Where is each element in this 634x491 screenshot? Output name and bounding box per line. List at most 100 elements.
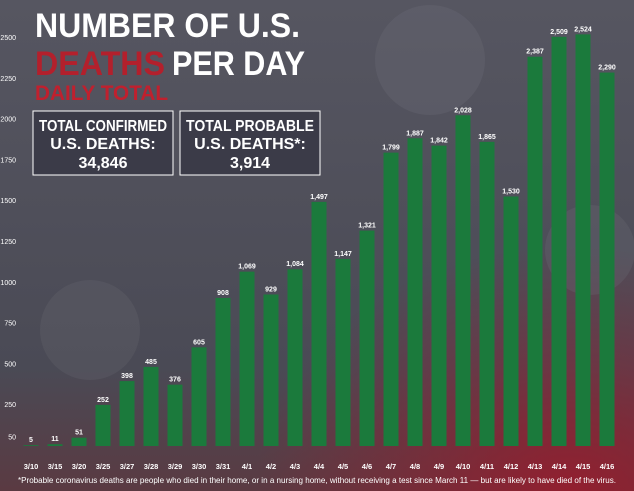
x-tick-label: 4/16 <box>600 462 615 471</box>
stat-label: TOTAL PROBABLE <box>186 118 314 135</box>
bar <box>71 437 87 446</box>
value-label: 2,387 <box>526 49 544 56</box>
y-tick-label: 2250 <box>0 76 16 83</box>
y-tick-label: 250 <box>4 402 16 409</box>
bar <box>191 347 207 446</box>
x-tick-label: 4/1 <box>242 462 252 471</box>
y-tick-label: 1250 <box>0 239 16 246</box>
bar <box>359 230 375 446</box>
value-label: 1,887 <box>406 130 424 137</box>
title-highlight: DEATHS <box>35 45 165 83</box>
x-tick-label: 3/25 <box>96 462 111 471</box>
bar <box>551 36 567 447</box>
x-tick-label: 3/28 <box>144 462 159 471</box>
value-label: 1,321 <box>358 223 376 230</box>
bar <box>167 384 183 446</box>
value-label: 398 <box>121 373 133 380</box>
x-tick-label: 4/7 <box>386 462 396 471</box>
value-label: 1,865 <box>478 134 496 141</box>
value-label: 908 <box>217 290 229 297</box>
x-tick-label: 4/14 <box>552 462 567 471</box>
value-label: 485 <box>145 359 157 366</box>
y-tick-label: 2500 <box>0 35 16 42</box>
bar <box>599 72 615 447</box>
bar <box>575 34 591 446</box>
bar <box>119 381 135 446</box>
bar <box>95 404 111 446</box>
value-label: 5 <box>29 437 33 444</box>
value-label: 51 <box>75 430 83 437</box>
value-label: 1,497 <box>310 194 328 201</box>
y-tick-label: 1000 <box>0 280 16 287</box>
y-tick-label: 1500 <box>0 198 16 205</box>
value-label: 929 <box>265 287 277 294</box>
bar <box>527 56 543 447</box>
y-tick-label: 500 <box>4 361 16 368</box>
value-label: 1,147 <box>334 251 352 258</box>
bar <box>407 138 423 446</box>
x-tick-label: 3/15 <box>48 462 63 471</box>
stat-label: TOTAL CONFIRMED <box>39 118 167 135</box>
stat-value: 34,846 <box>79 155 128 172</box>
value-label: 1,069 <box>238 264 256 271</box>
value-label: 376 <box>169 377 181 384</box>
x-tick-label: 4/13 <box>528 462 543 471</box>
y-tick-label: 50 <box>8 435 16 442</box>
value-label: 1,842 <box>430 138 448 145</box>
virus-decoration <box>375 5 485 115</box>
stat-box <box>179 110 321 176</box>
x-tick-label: 4/10 <box>456 462 471 471</box>
x-tick-label: 4/15 <box>576 462 591 471</box>
value-label: 2,524 <box>574 26 592 33</box>
subtitle: DAILY TOTAL <box>35 82 168 105</box>
x-tick-label: 4/5 <box>338 462 348 471</box>
bar <box>479 141 495 446</box>
x-tick-label: 3/10 <box>24 462 39 471</box>
bar <box>335 258 351 446</box>
value-label: 1,084 <box>286 261 304 268</box>
stat-label: U.S. DEATHS: <box>50 136 155 153</box>
bar <box>455 115 471 446</box>
value-label: 2,028 <box>454 107 472 114</box>
bar <box>431 145 447 446</box>
value-label: 252 <box>97 397 109 404</box>
value-label: 2,290 <box>598 65 616 72</box>
x-tick-label: 4/11 <box>480 462 494 471</box>
value-label: 11 <box>51 436 59 443</box>
x-tick-label: 3/29 <box>168 462 183 471</box>
bar <box>239 271 255 446</box>
bar <box>23 445 39 446</box>
y-tick-label: 750 <box>4 321 16 328</box>
y-tick-label: 2000 <box>0 117 16 124</box>
x-tick-label: 4/12 <box>504 462 519 471</box>
bar <box>311 201 327 446</box>
value-label: 1,799 <box>382 145 400 152</box>
stat-label: U.S. DEATHS*: <box>194 136 306 153</box>
footnote: *Probable coronavirus deaths are people … <box>18 476 616 485</box>
stat-box <box>32 110 174 176</box>
x-tick-label: 4/6 <box>362 462 372 471</box>
bar <box>143 366 159 446</box>
value-label: 605 <box>193 339 205 346</box>
x-tick-label: 4/9 <box>434 462 444 471</box>
value-label: 2,509 <box>550 29 568 36</box>
x-tick-label: 3/27 <box>120 462 135 471</box>
title-line: PER DAY <box>172 45 305 83</box>
x-tick-label: 4/8 <box>410 462 420 471</box>
bar <box>215 297 231 446</box>
bar <box>263 294 279 446</box>
x-tick-label: 4/2 <box>266 462 276 471</box>
x-tick-label: 3/20 <box>72 462 87 471</box>
title-line: NUMBER OF U.S. <box>35 7 300 45</box>
x-tick-label: 4/4 <box>314 462 325 471</box>
x-tick-label: 4/3 <box>290 462 300 471</box>
bar <box>287 269 303 446</box>
stat-value: 3,914 <box>230 155 270 172</box>
x-tick-label: 3/31 <box>216 462 231 471</box>
bar <box>47 444 63 446</box>
bar <box>503 196 519 446</box>
y-tick-label: 1750 <box>0 157 16 164</box>
value-label: 1,530 <box>502 188 520 195</box>
